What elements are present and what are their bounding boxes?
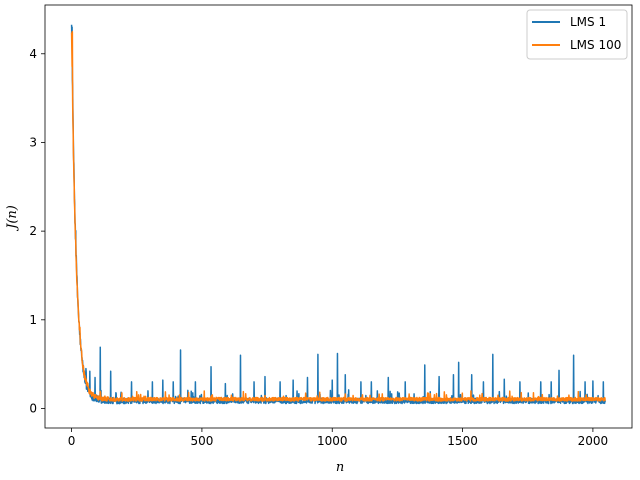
x-axis: 0 500 1000 1500 2000	[68, 428, 608, 448]
y-axis-label: J(n)	[5, 205, 20, 232]
y-tick-label: 3	[29, 135, 37, 149]
plot-frame	[44, 4, 633, 429]
y-tick-label: 0	[29, 401, 37, 415]
y-tick-label: 2	[29, 224, 37, 238]
y-tick-label: 1	[29, 313, 37, 327]
series-line-lms-100	[70, 30, 606, 402]
legend-label-lms-1: LMS 1	[570, 15, 606, 29]
x-tick-label: 1500	[447, 434, 478, 448]
x-tick-label: 2000	[578, 434, 609, 448]
legend: LMS 1 LMS 100	[526, 9, 628, 60]
y-tick-label: 4	[29, 47, 37, 61]
series-layer	[70, 24, 606, 405]
x-axis-label: n	[336, 460, 344, 475]
legend-label-lms-100: LMS 100	[570, 38, 621, 52]
x-tick-label: 1000	[317, 434, 348, 448]
x-tick-label: 500	[190, 434, 213, 448]
y-axis: 0 1 2 3 4	[29, 47, 45, 415]
plot-background	[45, 5, 632, 428]
x-tick-label: 0	[68, 434, 76, 448]
